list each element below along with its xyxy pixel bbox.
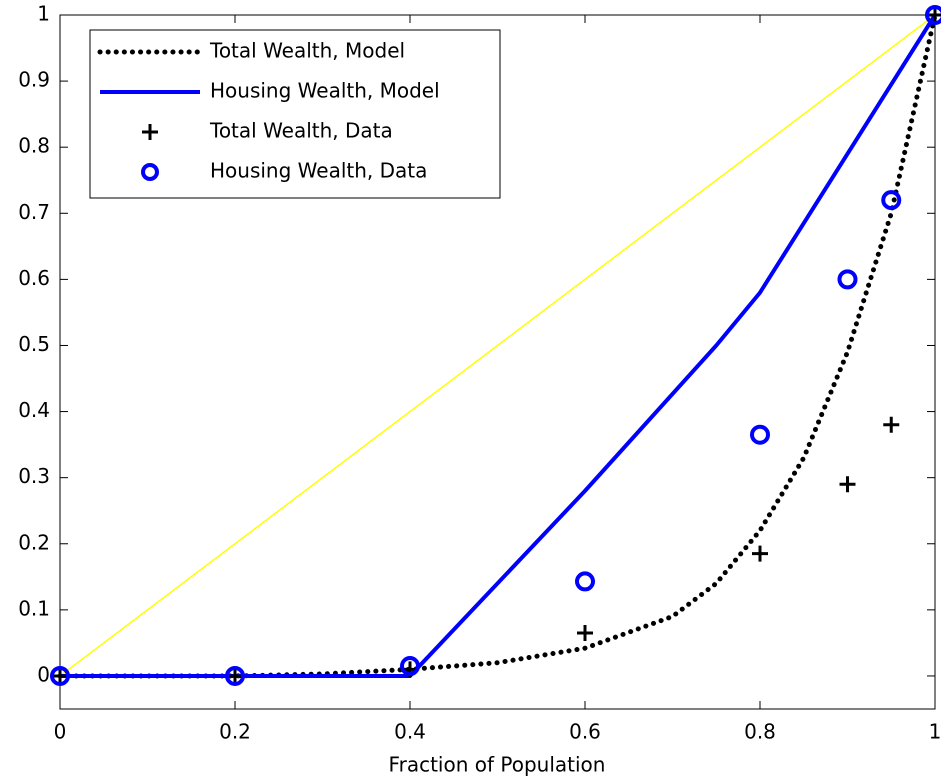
plus-marker bbox=[883, 416, 900, 433]
series-line bbox=[60, 13, 937, 678]
circle-marker bbox=[750, 424, 770, 445]
x-tick-label: 0.4 bbox=[394, 720, 426, 744]
y-tick-label: 0.1 bbox=[18, 596, 50, 620]
circle-marker bbox=[925, 5, 941, 25]
legend-label: Housing Wealth, Model bbox=[210, 79, 440, 103]
plus-marker bbox=[839, 476, 856, 493]
y-tick-label: 0.6 bbox=[18, 266, 50, 290]
y-tick-label: 0.7 bbox=[18, 200, 50, 224]
y-tick-label: 0.2 bbox=[18, 530, 50, 554]
x-tick-label: 0.8 bbox=[744, 720, 776, 744]
plus-marker bbox=[752, 545, 768, 562]
legend-marker bbox=[142, 124, 158, 140]
series-line bbox=[57, 12, 938, 679]
plus-marker bbox=[927, 7, 941, 23]
series-line bbox=[59, 14, 936, 677]
y-tick-label: 0.3 bbox=[18, 464, 50, 488]
y-tick-label: 0.4 bbox=[18, 398, 50, 422]
legend-marker bbox=[141, 163, 159, 181]
y-tick-label: 1 bbox=[37, 2, 50, 26]
legend-label: Total Wealth, Data bbox=[209, 119, 393, 143]
legend-label: Total Wealth, Model bbox=[209, 39, 405, 63]
x-tick-label: 1 bbox=[929, 720, 941, 744]
x-tick-label: 0 bbox=[54, 720, 67, 744]
plus-marker bbox=[227, 667, 243, 684]
x-tick-label: 0.6 bbox=[569, 720, 601, 744]
y-tick-label: 0.8 bbox=[18, 134, 50, 158]
y-tick-label: 0 bbox=[37, 662, 50, 686]
y-tick-label: 0.5 bbox=[18, 332, 50, 356]
circle-marker bbox=[575, 571, 595, 592]
x-tick-label: 0.2 bbox=[219, 720, 251, 744]
circle-marker bbox=[837, 269, 858, 290]
plus-marker bbox=[52, 667, 68, 684]
circle-marker bbox=[225, 665, 245, 686]
circle-marker bbox=[400, 656, 420, 677]
y-tick-label: 0.9 bbox=[18, 68, 50, 92]
circle-marker bbox=[881, 190, 902, 211]
plus-marker bbox=[577, 624, 593, 641]
circle-marker bbox=[50, 665, 70, 686]
legend-label: Housing Wealth, Data bbox=[210, 159, 427, 183]
x-axis-label: Fraction of Population bbox=[389, 753, 606, 777]
